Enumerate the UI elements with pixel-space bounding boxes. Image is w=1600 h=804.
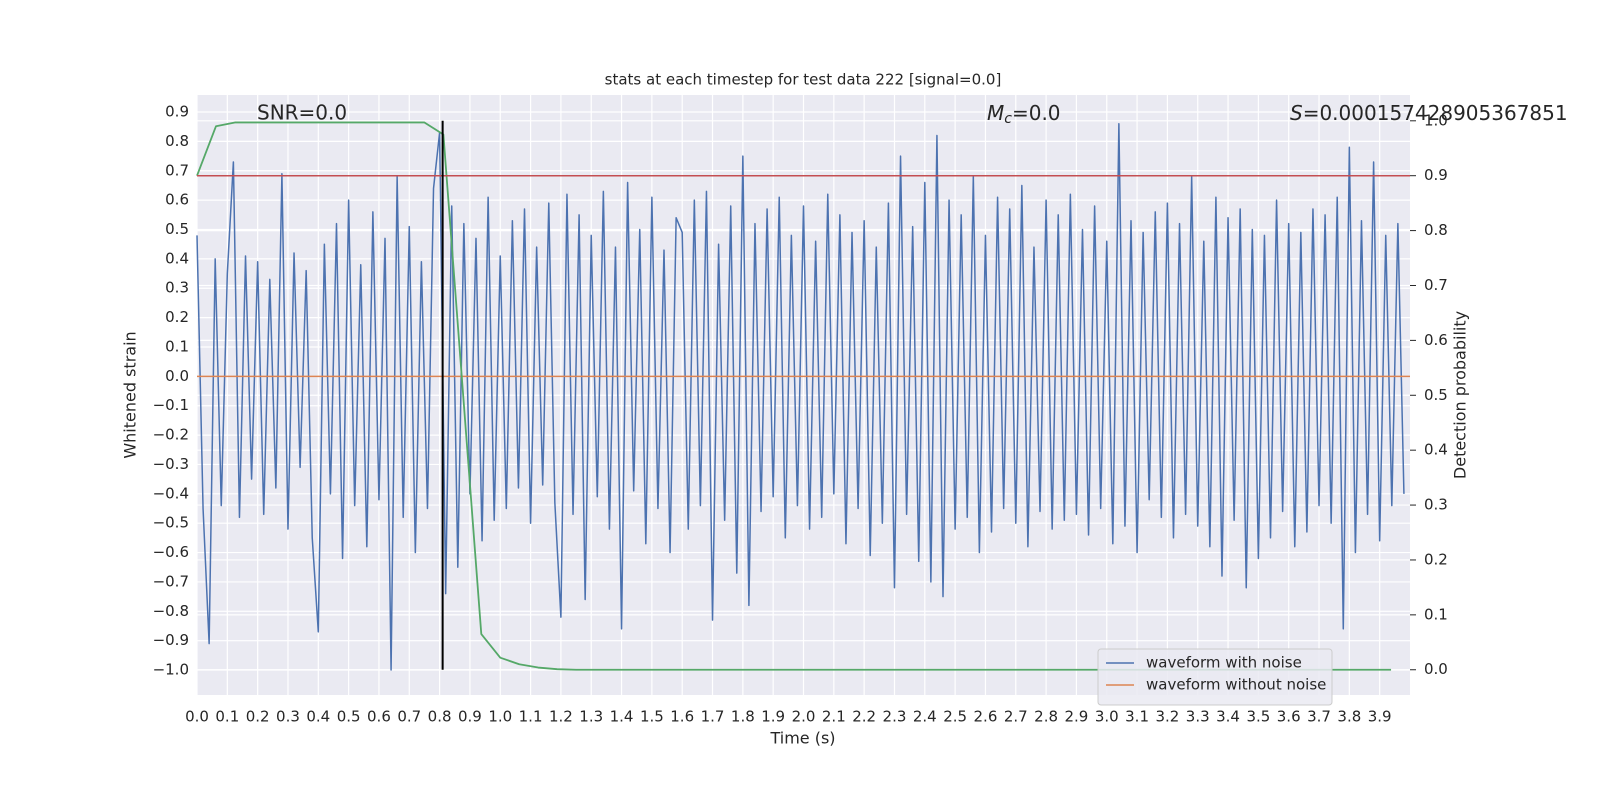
annotation: SNR=0.0 [257, 101, 347, 125]
x-tick-label: 1.8 [731, 708, 755, 726]
y2-tick-label: 1.0 [1424, 111, 1448, 129]
annotation-subscript: c [1004, 111, 1012, 127]
annotation: S=0.000157428905367851 [1290, 101, 1568, 125]
y-tick-label: 0.6 [165, 191, 189, 209]
x-tick-label: 0.3 [276, 708, 300, 726]
x-tick-label: 2.1 [822, 708, 846, 726]
y2-axis-label: Detection probability [1451, 311, 1470, 479]
y2-tick-label: 0.2 [1424, 550, 1448, 568]
chart-title: stats at each timestep for test data 222… [605, 71, 1002, 89]
y2-tick-label: 0.0 [1424, 660, 1448, 678]
y-tick-label: −0.8 [153, 602, 189, 620]
x-tick-label: 2.3 [883, 708, 907, 726]
x-tick-label: 2.9 [1064, 708, 1088, 726]
x-tick-label: 0.0 [185, 708, 209, 726]
y-tick-label: 0.4 [165, 249, 189, 267]
y-tick-label: −0.6 [153, 543, 189, 561]
x-axis-label: Time (s) [769, 729, 835, 748]
x-tick-label: 0.5 [337, 708, 361, 726]
x-tick-label: 2.7 [1004, 708, 1028, 726]
y2-tick-label: 0.7 [1424, 276, 1448, 294]
x-tick-label: 3.6 [1277, 708, 1301, 726]
y-tick-label: 0.3 [165, 279, 189, 297]
x-tick-label: 1.1 [519, 708, 543, 726]
x-tick-label: 0.7 [397, 708, 421, 726]
y-tick-label: 0.0 [165, 367, 189, 385]
y-tick-label: 0.2 [165, 308, 189, 326]
y-tick-label: 0.5 [165, 220, 189, 238]
x-tick-label: 1.4 [610, 708, 634, 726]
annotation: Mc=0.0 [987, 101, 1061, 128]
x-tick-label: 0.2 [246, 708, 270, 726]
x-tick-label: 0.4 [306, 708, 330, 726]
legend-label: waveform without noise [1146, 676, 1326, 694]
x-tick-label: 3.5 [1246, 708, 1270, 726]
y-tick-label: −0.1 [153, 396, 189, 414]
x-tick-label: 2.0 [792, 708, 816, 726]
x-tick-label: 3.0 [1095, 708, 1119, 726]
y-tick-label: −0.4 [153, 484, 189, 502]
y-tick-label: −1.0 [153, 661, 189, 679]
y-tick-label: 0.7 [165, 161, 189, 179]
x-tick-label: 1.6 [670, 708, 694, 726]
x-tick-label: 0.1 [215, 708, 239, 726]
y-axis-label: Whitened strain [121, 331, 140, 458]
annotation-text: =0.000157428905367851 [1303, 101, 1568, 125]
legend-label: waveform with noise [1146, 654, 1302, 672]
annotation-text: =0.0 [1012, 101, 1061, 125]
y2-tick-label: 0.6 [1424, 331, 1448, 349]
x-tick-label: 3.4 [1216, 708, 1240, 726]
y-tick-label: −0.2 [153, 426, 189, 444]
annotation-symbol: S [1290, 101, 1303, 125]
y-tick-label: −0.3 [153, 455, 189, 473]
y2-tick-label: 0.5 [1424, 386, 1448, 404]
annotation-symbol: M [987, 101, 1004, 125]
y-tick-label: 0.8 [165, 132, 189, 150]
y-tick-label: −0.7 [153, 572, 189, 590]
x-tick-label: 1.3 [579, 708, 603, 726]
x-tick-label: 3.1 [1125, 708, 1149, 726]
x-tick-label: 0.9 [458, 708, 482, 726]
x-tick-label: 2.6 [974, 708, 998, 726]
x-tick-label: 2.2 [852, 708, 876, 726]
x-tick-label: 3.9 [1368, 708, 1392, 726]
y2-tick-label: 0.9 [1424, 166, 1448, 184]
x-tick-label: 1.9 [761, 708, 785, 726]
y-tick-label: −0.9 [153, 631, 189, 649]
x-tick-label: 1.2 [549, 708, 573, 726]
x-tick-label: 3.3 [1186, 708, 1210, 726]
x-tick-label: 0.6 [367, 708, 391, 726]
x-tick-label: 1.0 [488, 708, 512, 726]
y2-tick-label: 0.3 [1424, 496, 1448, 514]
x-tick-label: 3.8 [1337, 708, 1361, 726]
x-tick-label: 2.8 [1034, 708, 1058, 726]
x-tick-label: 3.7 [1307, 708, 1331, 726]
y2-tick-label: 0.4 [1424, 441, 1448, 459]
y2-tick-label: 0.8 [1424, 221, 1448, 239]
x-tick-label: 1.7 [701, 708, 725, 726]
x-tick-label: 0.8 [428, 708, 452, 726]
x-tick-label: 2.4 [913, 708, 937, 726]
legend-box [1097, 648, 1333, 706]
y-tick-label: 0.9 [165, 103, 189, 121]
x-tick-label: 1.5 [640, 708, 664, 726]
y-tick-label: −0.5 [153, 514, 189, 532]
y-tick-label: 0.1 [165, 337, 189, 355]
x-tick-label: 2.5 [943, 708, 967, 726]
x-tick-label: 3.2 [1155, 708, 1179, 726]
y2-tick-label: 0.1 [1424, 605, 1448, 623]
series-line [196, 123, 1405, 671]
